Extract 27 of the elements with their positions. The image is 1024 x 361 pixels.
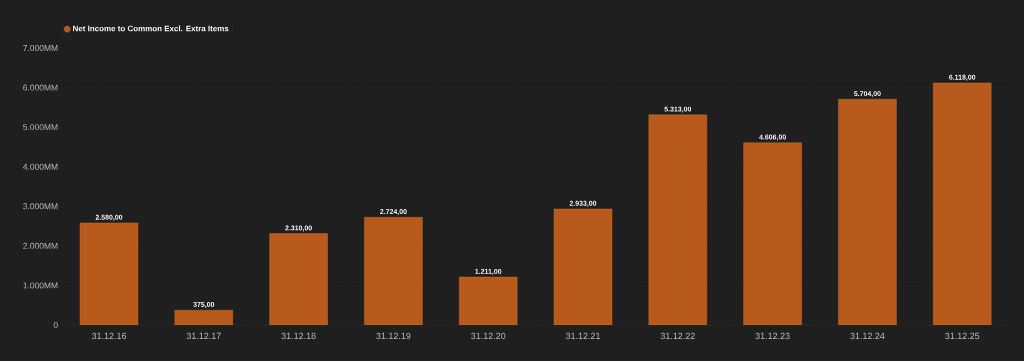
bar — [459, 277, 518, 325]
y-tick-label: 6.000MM — [23, 84, 58, 91]
x-tick-label: 31.12.24 — [850, 332, 885, 340]
x-tick-label: 31.12.16 — [91, 332, 127, 340]
x-tick-label: 31.12.23 — [755, 332, 790, 340]
x-tick-label: 31.12.22 — [660, 332, 695, 340]
x-tick-label: 31.12.19 — [376, 332, 411, 340]
x-tick-label: 31.12.20 — [471, 332, 506, 340]
bar — [269, 233, 328, 325]
bar — [79, 222, 139, 325]
x-tick-label: 31.12.17 — [186, 332, 221, 340]
y-tick-label: 2.000MM — [23, 242, 58, 249]
bar — [743, 142, 802, 325]
y-tick-label: 1.000MM — [23, 282, 58, 289]
y-tick-label: 0 — [53, 322, 58, 328]
bar — [838, 99, 897, 325]
bar — [364, 217, 423, 325]
x-tick-label: 31.12.25 — [945, 332, 980, 340]
x-tick-label: 31.12.21 — [565, 332, 601, 340]
bar — [648, 114, 708, 325]
y-tick-label: 5.000MM — [23, 124, 58, 131]
bar — [553, 208, 613, 325]
y-tick-label: 4.000MM — [22, 163, 58, 170]
bar — [933, 82, 992, 325]
x-tick-label: 31.12.18 — [281, 332, 316, 340]
y-tick-label: 3.000MM — [23, 203, 58, 210]
y-tick-label: 7.000MM — [23, 45, 58, 51]
